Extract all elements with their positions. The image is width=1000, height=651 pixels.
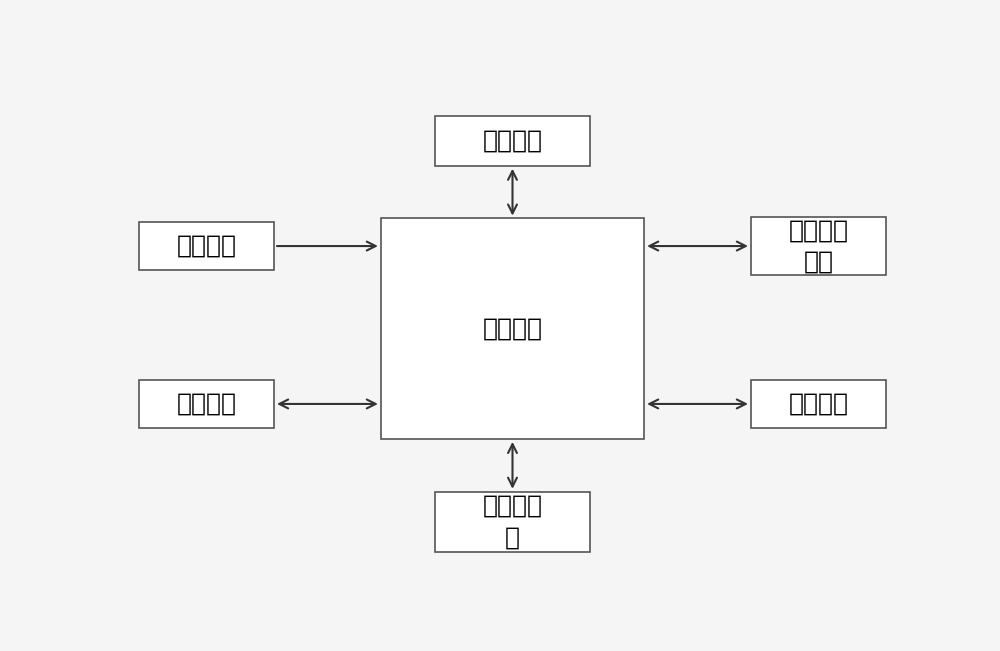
Bar [751,380,886,428]
Text: 采集模块: 采集模块 [176,392,236,416]
Bar [381,219,644,439]
Bar [435,492,590,552]
Bar [139,380,274,428]
Text: 电源模块: 电源模块 [176,234,236,258]
Bar [139,222,274,270]
Text: 指示模块: 指示模块 [789,392,849,416]
Bar [751,217,886,275]
Bar [435,116,590,166]
Text: 主控模块: 主控模块 [482,317,542,340]
Text: 数据存储
器: 数据存储 器 [482,494,542,549]
Text: 时钟芯片: 时钟芯片 [482,129,542,153]
Text: 本地通信
模块: 本地通信 模块 [789,218,849,274]
